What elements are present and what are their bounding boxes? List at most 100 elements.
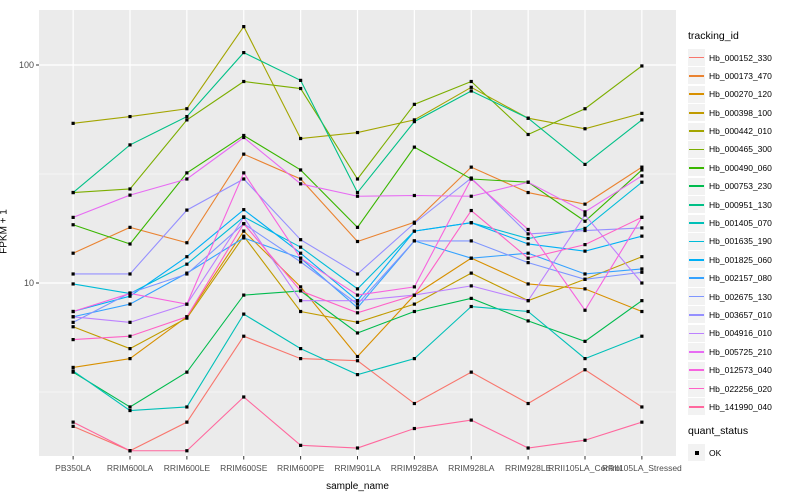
data-point-Hb_005725_210 xyxy=(640,174,644,178)
data-point-Hb_000490_060 xyxy=(583,219,587,223)
data-point-Hb_000465_300 xyxy=(412,102,416,106)
legend-label: Hb_001825_060 xyxy=(709,254,772,265)
data-point-Hb_005725_210 xyxy=(583,210,587,214)
data-point-Hb_000152_330 xyxy=(355,359,360,363)
data-point-Hb_000173_470 xyxy=(526,190,530,195)
data-point-Hb_000442_010 xyxy=(128,114,132,119)
legend-item-Hb_001405_070: Hb_001405_070 xyxy=(688,214,800,232)
legend-key-line-icon xyxy=(688,380,705,398)
data-point-Hb_141990_040 xyxy=(299,443,303,447)
data-point-Hb_005725_210 xyxy=(412,193,416,198)
legend-label: Hb_002675_130 xyxy=(709,291,772,302)
legend-item-Hb_000490_060: Hb_000490_060 xyxy=(688,159,800,177)
data-point-Hb_012573_040 xyxy=(242,171,246,175)
legend-label: Hb_002157_080 xyxy=(709,273,772,284)
data-point-Hb_000152_330 xyxy=(526,401,530,406)
data-point-Hb_000173_470 xyxy=(128,225,132,229)
data-point-Hb_000951_130 xyxy=(526,116,530,120)
data-point-Hb_005725_210 xyxy=(185,177,189,181)
data-point-Hb_000465_300 xyxy=(640,64,644,68)
data-point-Hb_005725_210 xyxy=(355,194,360,198)
x-tick-label: RRIM600PE xyxy=(277,463,325,473)
data-point-Hb_000398_100 xyxy=(355,320,360,324)
data-point-Hb_002157_080 xyxy=(583,272,587,276)
legend-key-line-icon xyxy=(688,269,705,287)
data-point-Hb_000951_130 xyxy=(71,190,75,195)
data-point-Hb_012573_040 xyxy=(469,177,473,181)
legend-key-line-icon xyxy=(688,122,705,140)
x-tick-label: RRIM928LE xyxy=(505,463,552,473)
data-point-Hb_141990_040 xyxy=(185,449,189,453)
data-point-Hb_141990_040 xyxy=(128,449,132,453)
data-point-Hb_000951_130 xyxy=(355,190,360,195)
legend-key-line-icon xyxy=(688,251,705,269)
data-point-Hb_000173_470 xyxy=(242,152,246,156)
x-tick-label: PB350LA xyxy=(55,463,91,473)
legend-label: Hb_022256_020 xyxy=(709,383,772,394)
legend-label: Hb_000951_130 xyxy=(709,199,772,210)
data-point-Hb_000465_300 xyxy=(469,79,473,84)
data-point-Hb_003657_010 xyxy=(71,272,75,276)
data-point-Hb_000398_100 xyxy=(128,347,132,351)
data-point-Hb_000490_060 xyxy=(242,133,246,138)
legend-label: Hb_000173_470 xyxy=(709,70,772,81)
data-point-Hb_002675_130 xyxy=(640,270,644,274)
data-point-Hb_001825_060 xyxy=(583,249,587,253)
data-point-Hb_001405_070 xyxy=(299,347,303,351)
y-axis-title: FPKM + 1 xyxy=(0,209,10,254)
data-point-Hb_003657_010 xyxy=(526,232,530,236)
data-point-Hb_004916_010 xyxy=(526,299,530,303)
data-point-Hb_000465_300 xyxy=(242,79,246,84)
data-point-Hb_001825_060 xyxy=(128,294,132,298)
legend-label: Hb_003657_010 xyxy=(709,309,772,320)
legend-label: Hb_001405_070 xyxy=(709,218,772,229)
x-tick-label: RRIM928BA xyxy=(391,463,439,473)
legend-label: Hb_000442_010 xyxy=(709,126,772,137)
legend-key-line-icon xyxy=(688,324,705,342)
data-point-Hb_000152_330 xyxy=(412,401,416,406)
data-point-Hb_002675_130 xyxy=(355,302,360,306)
legend-key-line-icon xyxy=(688,67,705,85)
data-point-Hb_001405_070 xyxy=(640,334,644,338)
data-point-Hb_022256_020 xyxy=(526,256,530,260)
legend-items-tracking-id: Hb_000152_330 Hb_000173_470 Hb_000270_120 H… xyxy=(688,49,800,416)
data-point-Hb_002675_130 xyxy=(71,320,75,324)
data-point-Hb_004916_010 xyxy=(242,215,246,219)
data-point-Hb_002157_080 xyxy=(640,267,644,271)
legend-item-Hb_000465_300: Hb_000465_300 xyxy=(688,140,800,158)
data-point-Hb_000951_130 xyxy=(185,114,189,119)
legend-key-line-icon xyxy=(688,49,705,66)
data-point-Hb_000270_120 xyxy=(128,356,132,361)
data-point-Hb_022256_020 xyxy=(185,315,189,319)
data-point-Hb_002675_130 xyxy=(299,260,303,264)
data-point-Hb_000270_120 xyxy=(71,365,75,370)
data-point-Hb_000465_300 xyxy=(583,107,587,111)
data-point-Hb_002157_080 xyxy=(355,306,360,310)
data-point-Hb_001405_070 xyxy=(71,369,75,373)
data-point-Hb_000753_230 xyxy=(128,405,132,409)
data-point-Hb_001635_190 xyxy=(526,236,530,241)
data-point-Hb_000951_130 xyxy=(583,162,587,166)
data-point-Hb_000442_010 xyxy=(242,25,246,29)
data-point-Hb_004916_010 xyxy=(71,315,75,319)
data-point-Hb_001405_070 xyxy=(526,309,530,314)
data-point-Hb_000398_100 xyxy=(640,255,644,259)
data-point-Hb_000152_330 xyxy=(640,405,644,409)
data-point-Hb_000270_120 xyxy=(583,287,587,291)
data-point-Hb_000442_010 xyxy=(299,136,303,141)
x-tick-label: RRIM600LE xyxy=(164,463,211,473)
legend-key-line-icon xyxy=(688,177,705,195)
legend-label: Hb_000753_230 xyxy=(709,181,772,192)
legend-item-Hb_000951_130: Hb_000951_130 xyxy=(688,196,800,214)
data-point-Hb_004916_010 xyxy=(583,213,587,217)
data-point-Hb_141990_040 xyxy=(71,420,75,424)
data-point-Hb_005725_210 xyxy=(71,215,75,219)
data-point-Hb_000398_100 xyxy=(412,302,416,306)
data-point-Hb_000465_300 xyxy=(128,187,132,191)
data-point-Hb_001405_070 xyxy=(242,312,246,316)
legend-item-Hb_002675_130: Hb_002675_130 xyxy=(688,288,800,306)
legend-items-quant-status: OK xyxy=(688,444,800,462)
legend-key-line-icon xyxy=(688,196,705,214)
data-point-Hb_022256_020 xyxy=(640,215,644,219)
legend-label: Hb_000152_330 xyxy=(709,52,772,63)
